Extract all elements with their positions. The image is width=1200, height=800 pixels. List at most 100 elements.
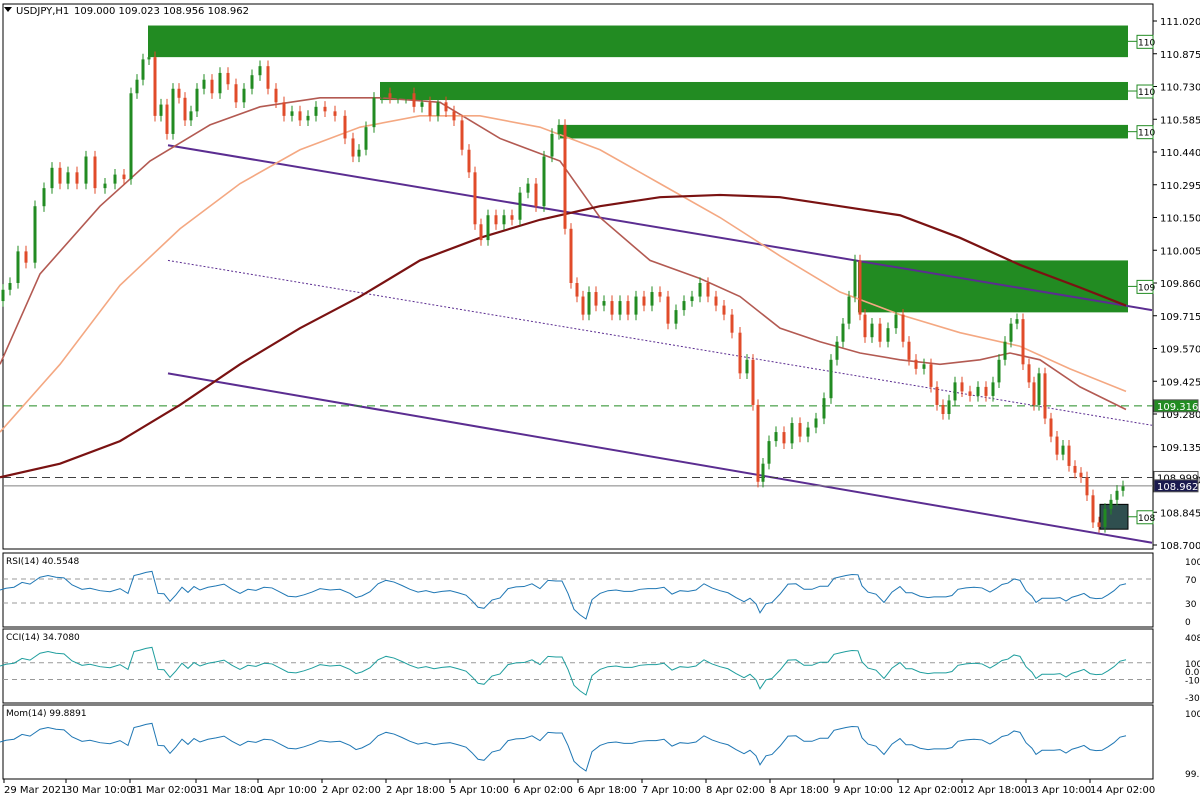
- zone-price-label: 110: [1138, 129, 1155, 139]
- candle-body: [147, 57, 151, 60]
- x-tick-label: 9 Apr 10:00: [834, 785, 893, 796]
- candle-body: [494, 215, 498, 225]
- candle-body: [1009, 323, 1013, 342]
- candle-body: [1073, 465, 1077, 473]
- candle-body: [460, 120, 464, 150]
- candle-body: [274, 88, 278, 103]
- candle-body: [479, 224, 483, 241]
- candle-body: [901, 314, 905, 342]
- candle-body: [829, 359, 833, 399]
- candle-body: [853, 260, 857, 297]
- candle-body: [947, 400, 951, 414]
- candle-body: [610, 301, 614, 315]
- candle-body: [428, 102, 432, 116]
- candle-body: [526, 183, 530, 193]
- zone-price-label: 110: [1138, 88, 1155, 98]
- y-tick-label: 110.295: [1160, 181, 1200, 192]
- candle-body: [984, 386, 988, 396]
- candle-body: [634, 296, 638, 315]
- candle-body: [314, 106, 318, 116]
- x-tick-label: 31 Mar 18:00: [196, 785, 263, 796]
- candle-body: [1055, 436, 1059, 455]
- candle-body: [16, 251, 20, 283]
- y-tick-label: 110.585: [1160, 115, 1200, 126]
- channel-line: [167, 144, 1153, 312]
- candle-body: [1091, 495, 1095, 523]
- candle-body: [129, 93, 133, 180]
- candle-body: [542, 156, 546, 207]
- candle-body: [575, 283, 579, 297]
- candle-body: [730, 314, 734, 333]
- y-tick-label: 109.715: [1160, 312, 1200, 323]
- y-tick-label: 108.700: [1160, 541, 1200, 552]
- candle-body: [790, 423, 794, 444]
- candle-body: [1032, 382, 1036, 405]
- candle-body: [8, 283, 12, 290]
- indicator-frame: [2, 704, 1154, 780]
- candle-body: [343, 115, 347, 139]
- x-tick-label: 1 Apr 10:00: [258, 785, 317, 796]
- indicator-line: [0, 722, 1127, 772]
- candle-body: [602, 301, 606, 306]
- candle-body: [914, 359, 918, 369]
- candle-body: [266, 66, 270, 89]
- x-tick-label: 29 Mar 2021: [4, 785, 67, 796]
- x-tick-label: 8 Apr 18:00: [770, 785, 829, 796]
- candle-body: [1043, 373, 1047, 419]
- candle-body: [858, 260, 862, 315]
- rsi-panel: RSI(14) 40.5548 100 70 30 0: [0, 552, 1200, 628]
- candle-body: [581, 296, 585, 315]
- candle-body: [1021, 319, 1025, 365]
- candle-body: [941, 404, 945, 414]
- collapse-triangle-icon[interactable]: [4, 7, 12, 12]
- candle-body: [594, 292, 598, 306]
- indicator-name: CCI(14) 34.7080: [6, 633, 80, 643]
- y-tick-label: 109.570: [1160, 345, 1200, 356]
- candle-body: [642, 296, 646, 306]
- candle-body: [907, 341, 911, 360]
- candle-body: [751, 359, 755, 405]
- candle-body: [195, 88, 199, 112]
- y-tick-label: 110.440: [1160, 148, 1200, 159]
- candle-body: [141, 59, 145, 80]
- candle-body: [563, 124, 567, 229]
- zone-box: [380, 81, 1128, 101]
- candle-body: [1, 289, 5, 302]
- candle-body: [290, 111, 294, 116]
- candle-body: [218, 72, 222, 94]
- candle-body: [953, 382, 957, 401]
- candle-body: [557, 124, 561, 134]
- zone-box: [560, 124, 1128, 139]
- candle-body: [298, 111, 302, 121]
- candle-body: [682, 301, 686, 311]
- moving-average-line: [0, 193, 1127, 479]
- candle-body: [1121, 486, 1125, 491]
- candle-body: [894, 314, 898, 329]
- candle-body: [690, 296, 694, 302]
- x-tick-label: 8 Apr 02:00: [706, 785, 765, 796]
- price-level-label: 108.962: [1157, 482, 1198, 493]
- candle-body: [75, 172, 79, 184]
- candle-body: [250, 75, 254, 89]
- candle-body: [534, 183, 538, 207]
- indicator-name: Mom(14) 99.8891: [6, 709, 87, 719]
- indicator-tick-label: 100.6544: [1185, 710, 1200, 720]
- candle-body: [510, 215, 514, 220]
- candle-body: [372, 97, 376, 128]
- candle-body: [960, 382, 964, 392]
- indicator-name: RSI(14) 40.5548: [6, 557, 79, 567]
- candle-body: [396, 97, 400, 99]
- x-tick-label: 2 Apr 18:00: [386, 785, 445, 796]
- candle-body: [103, 183, 107, 189]
- y-tick-label: 109.280: [1160, 410, 1200, 421]
- candle-body: [165, 104, 169, 134]
- candle-body: [1103, 508, 1107, 527]
- symbol-title: USDJPY,H1: [16, 6, 69, 17]
- candle-body: [444, 102, 448, 112]
- zone-price-label: 110: [1138, 38, 1155, 48]
- candle-body: [486, 215, 490, 241]
- candle-body: [380, 93, 384, 98]
- y-tick-label: 109.425: [1160, 377, 1200, 388]
- ohlc-readout: 109.000 109.023 108.956 108.962: [74, 6, 249, 17]
